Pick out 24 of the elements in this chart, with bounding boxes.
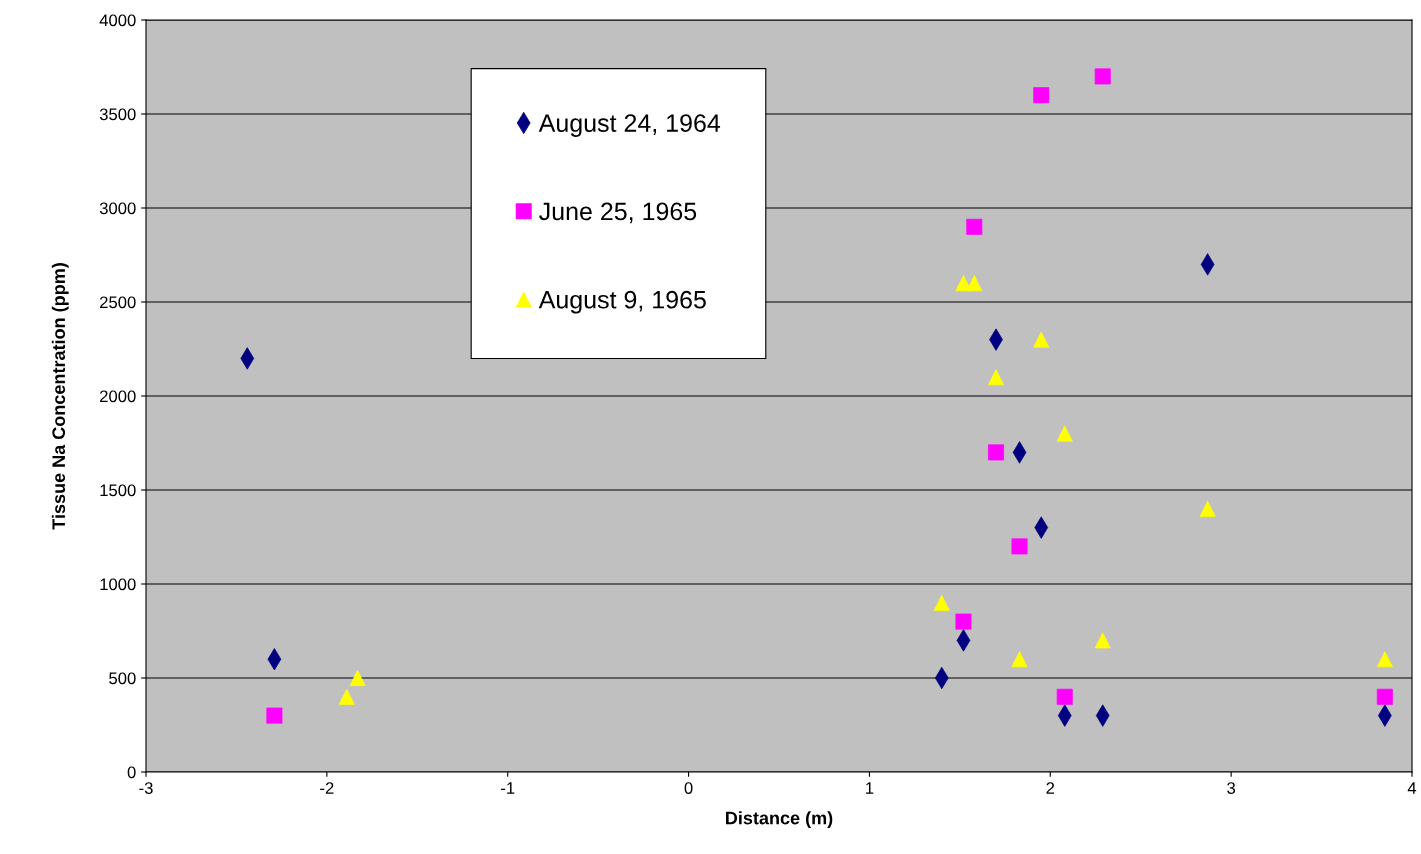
y-tick-label: 3500 <box>99 108 136 121</box>
y-tick-label: 500 <box>109 672 136 685</box>
y-tick-label: 1500 <box>100 484 136 497</box>
x-tick-label: 0 <box>684 782 693 794</box>
legend-label: August 9, 1965 <box>538 290 706 314</box>
y-tick-label: 3000 <box>99 202 136 215</box>
x-axis-title: Distance (m) <box>726 811 833 828</box>
legend-label: June 25, 1965 <box>539 202 697 224</box>
point <box>349 670 366 686</box>
x-tick-label: -3 <box>139 782 153 794</box>
x-tick-label: 4 <box>1407 782 1417 794</box>
y-tick-label: 2500 <box>100 296 136 309</box>
x-tick-label: 2 <box>1046 782 1055 794</box>
point <box>1033 331 1050 348</box>
x-tick-label: -1 <box>501 782 515 794</box>
y-tick-label: 2000 <box>100 390 136 403</box>
y-tick-label: 0 <box>127 766 136 779</box>
x-tick-label: 3 <box>1227 782 1236 794</box>
y-tick-label: 4000 <box>99 14 136 27</box>
x-tick-label: -2 <box>320 782 334 794</box>
y-tick-label: 1000 <box>100 578 136 591</box>
legend-label: August 24, 1964 <box>538 114 721 137</box>
x-tick-label: 1 <box>866 782 874 794</box>
y-axis-title: Tissue Na Concentration (ppm) <box>51 263 69 530</box>
